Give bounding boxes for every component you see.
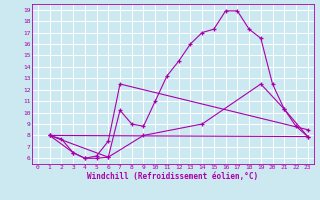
X-axis label: Windchill (Refroidissement éolien,°C): Windchill (Refroidissement éolien,°C): [87, 172, 258, 181]
